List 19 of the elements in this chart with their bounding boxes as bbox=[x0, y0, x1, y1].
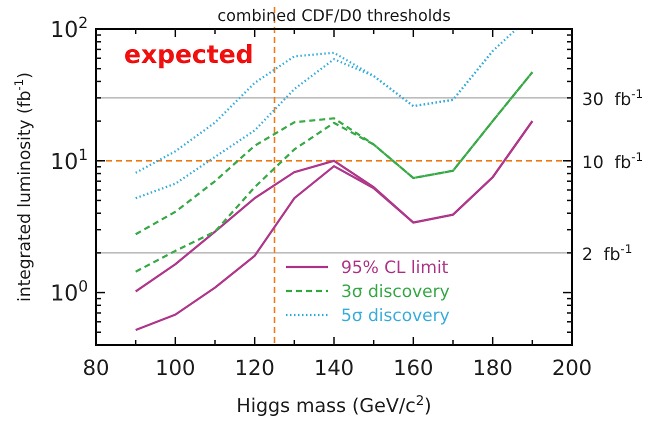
x-tick-label: 180 bbox=[472, 356, 513, 380]
x-axis-title: Higgs mass (GeV/c$^{2}$) bbox=[236, 394, 432, 417]
legend-label: 3σ discovery bbox=[341, 282, 450, 302]
legend-label: 95% CL limit bbox=[341, 258, 449, 278]
y-tick-label: 10$^{2}$ bbox=[50, 14, 88, 43]
annotation: expected bbox=[124, 40, 254, 69]
x-tick-label: 160 bbox=[393, 356, 434, 380]
x-tick-label: 120 bbox=[234, 356, 275, 380]
x-tick-label: 140 bbox=[314, 356, 354, 380]
y-tick-label: 10$^{0}$ bbox=[50, 278, 88, 307]
x-tick-label: 200 bbox=[552, 356, 592, 380]
x-tick-label: 100 bbox=[155, 356, 196, 380]
legend-label: 5σ discovery bbox=[341, 306, 450, 326]
ref-line-label: 2 fb$^{-1}$ bbox=[582, 242, 632, 265]
ref-line-label: 30 fb$^{-1}$ bbox=[582, 86, 644, 110]
chart-title: combined CDF/D0 thresholds bbox=[217, 6, 451, 25]
y-tick-label: 10$^{1}$ bbox=[50, 146, 88, 175]
x-tick-label: 80 bbox=[82, 356, 110, 380]
ref-line-label: 10 fb$^{-1}$ bbox=[582, 150, 644, 173]
